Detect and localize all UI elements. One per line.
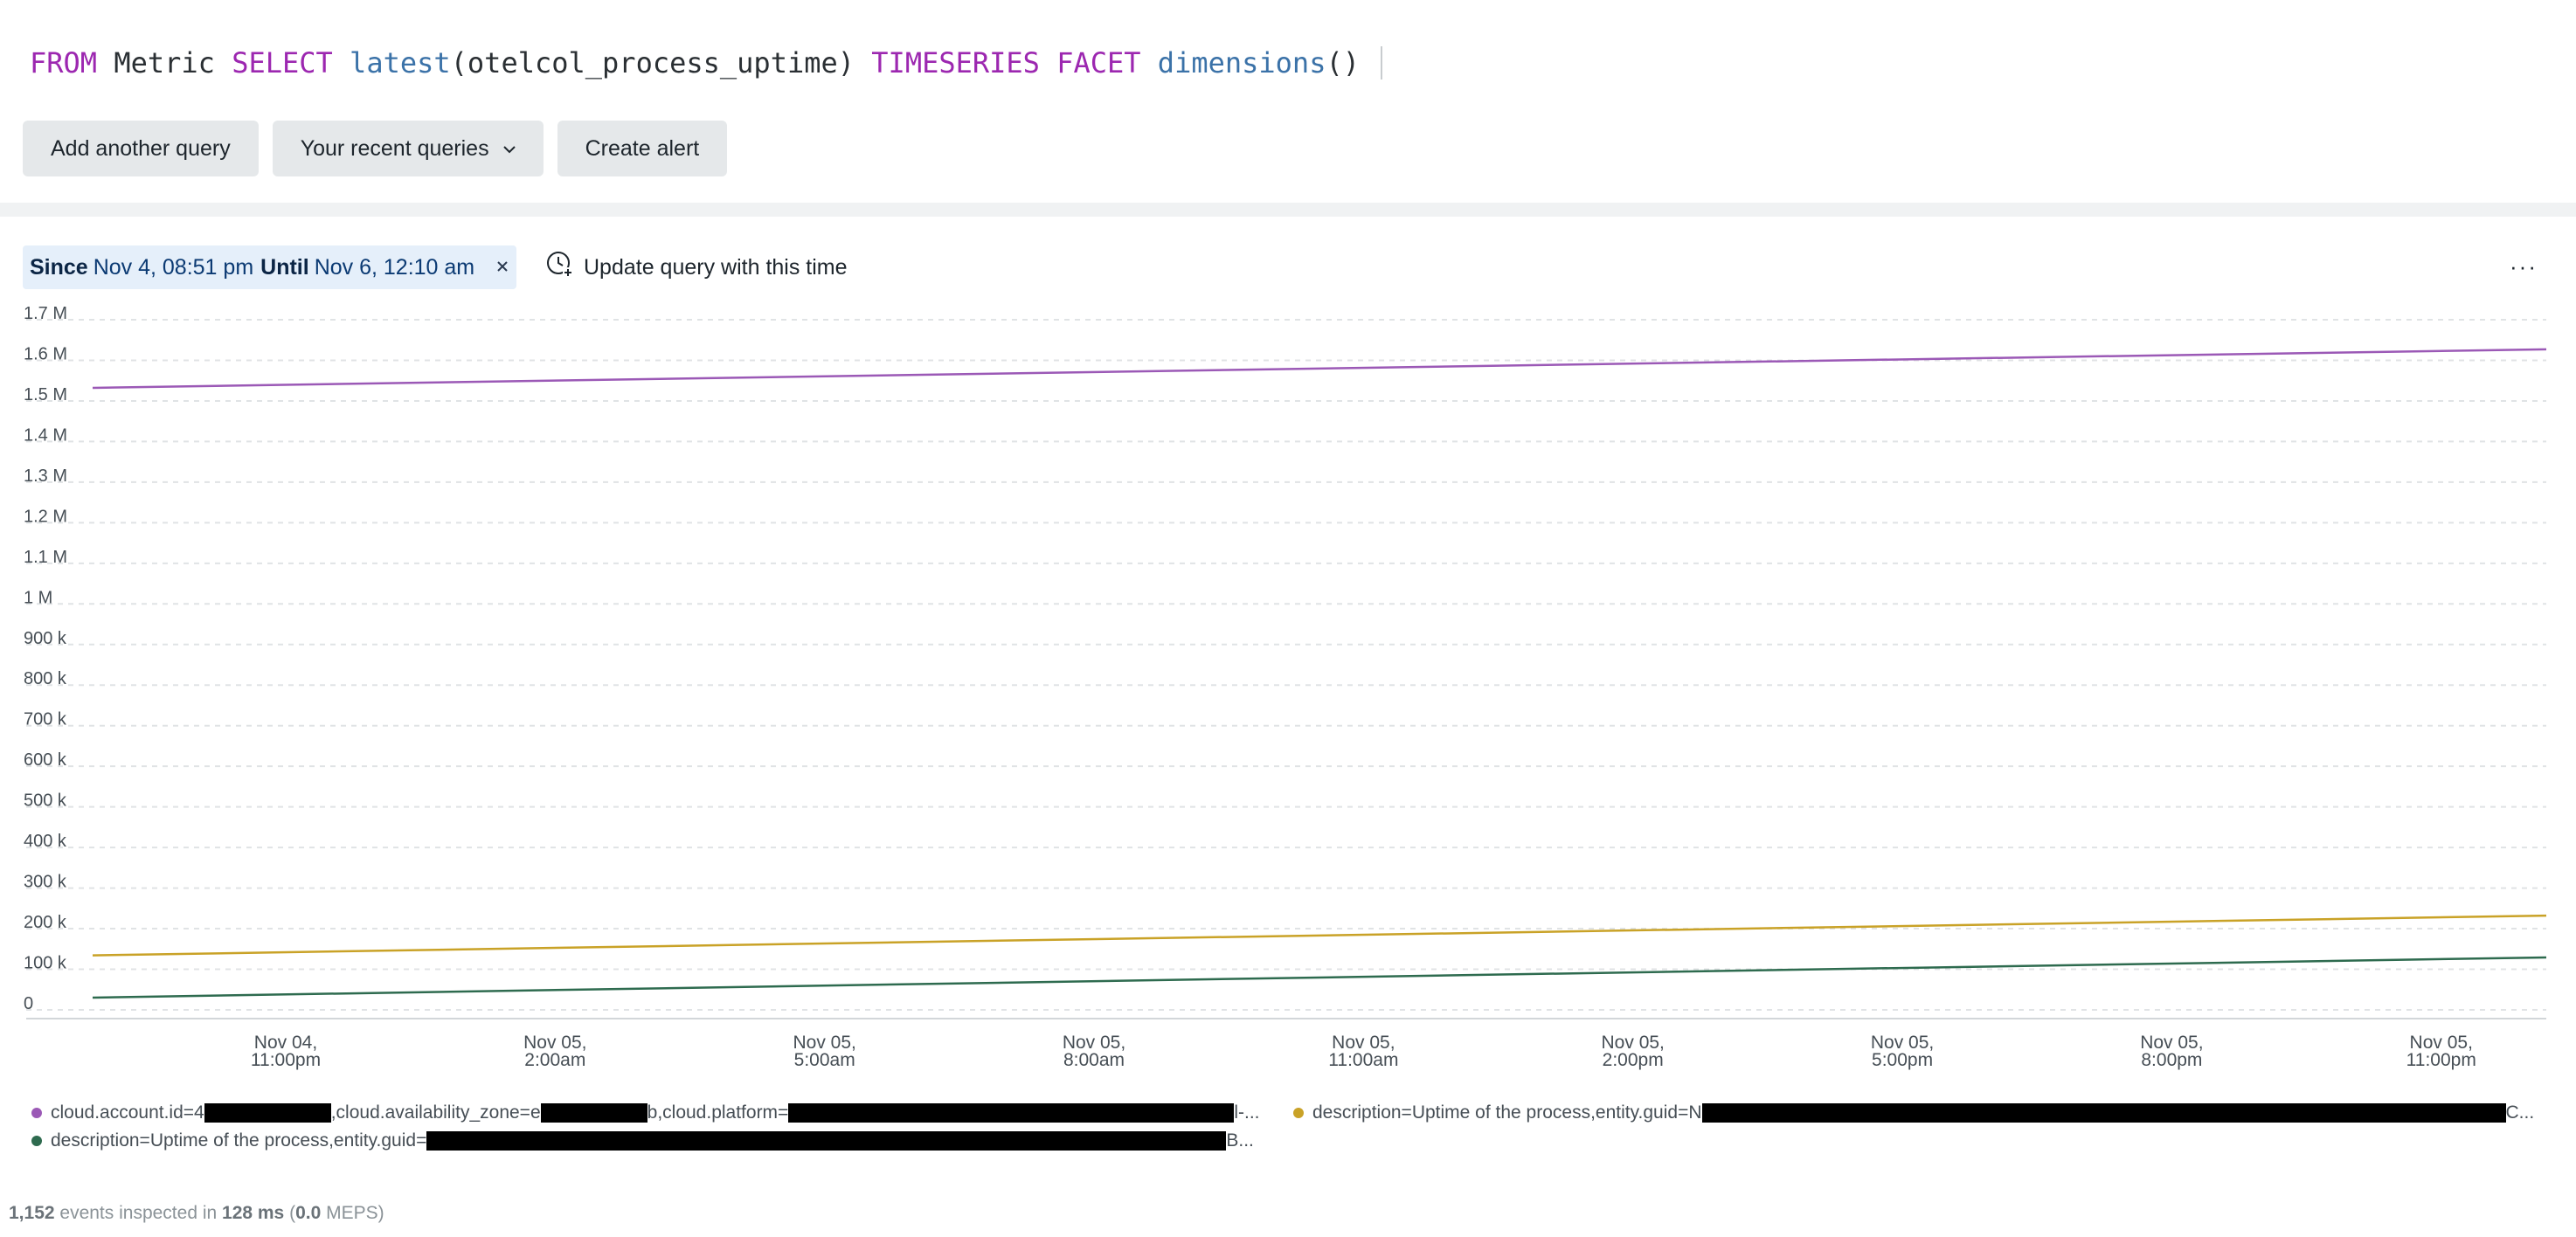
query-token-plain bbox=[1141, 46, 1158, 79]
x-tick-label: 11:00pm bbox=[251, 1050, 321, 1070]
x-tick-label: Nov 05, bbox=[1332, 1033, 1395, 1053]
y-tick-label: 400 k bbox=[24, 832, 67, 851]
legend-swatch bbox=[31, 1108, 42, 1118]
y-tick-label: 1.1 M bbox=[24, 548, 67, 567]
y-tick-label: 100 k bbox=[24, 954, 67, 973]
query-token-plain: () bbox=[1326, 46, 1360, 79]
query-token-fn: dimensions bbox=[1157, 46, 1326, 79]
time-range-pill[interactable]: Since Nov 4, 08:51 pm Until Nov 6, 12:10… bbox=[23, 245, 517, 289]
x-tick-label: 8:00am bbox=[1063, 1050, 1125, 1070]
y-tick-label: 1.2 M bbox=[24, 507, 67, 526]
uptime-line-chart: 0 100 k 200 k 300 k 400 k 500 k 600 k 700 k 800 … bbox=[24, 304, 2547, 1070]
close-icon[interactable] bbox=[495, 255, 509, 280]
x-tick-label: Nov 05, bbox=[1871, 1033, 1934, 1053]
x-tick-label: Nov 05, bbox=[523, 1033, 586, 1053]
events-count: 1,152 bbox=[9, 1203, 55, 1223]
recent-queries-label: Your recent queries bbox=[300, 135, 489, 161]
redaction-bar bbox=[540, 1103, 647, 1123]
y-tick-label: 500 k bbox=[24, 791, 67, 811]
legend-item[interactable]: description=Uptime of the process,entity… bbox=[1293, 1102, 2534, 1123]
meps-value: 0.0 bbox=[295, 1203, 322, 1223]
y-tick-label: 900 k bbox=[24, 629, 67, 648]
legend-text: description=Uptime of the process,entity… bbox=[51, 1130, 427, 1151]
x-tick-label: 2:00pm bbox=[1603, 1050, 1664, 1070]
add-another-query-label: Add another query bbox=[51, 135, 231, 161]
legend-swatch bbox=[31, 1136, 42, 1146]
legend-text: description=Uptime of the process,entity… bbox=[1312, 1102, 1702, 1123]
meps-open: ( bbox=[284, 1203, 296, 1223]
update-query-time-button[interactable]: Update query with this time bbox=[545, 250, 848, 285]
x-tick-label: Nov 04, bbox=[254, 1033, 317, 1053]
update-query-time-label: Update query with this time bbox=[584, 254, 848, 280]
y-tick-label: 1.3 M bbox=[24, 466, 67, 486]
create-alert-label: Create alert bbox=[585, 135, 700, 161]
query-toolbar: Add another query Your recent queries Cr… bbox=[23, 121, 728, 176]
y-tick-label: 1 M bbox=[24, 588, 52, 607]
y-tick-label: 200 k bbox=[24, 913, 67, 932]
y-tick-label: 700 k bbox=[24, 710, 67, 729]
text-caret bbox=[1380, 46, 1382, 79]
x-tick-label: 11:00am bbox=[1328, 1050, 1398, 1070]
legend-text: C... bbox=[2505, 1102, 2535, 1123]
meps-label: MEPS) bbox=[321, 1203, 384, 1223]
query-token-plain: (otelcol_process_uptime) bbox=[450, 46, 872, 79]
more-options-icon[interactable]: ··· bbox=[2510, 253, 2538, 280]
series-line bbox=[92, 348, 2547, 390]
series-line bbox=[92, 956, 2547, 999]
create-alert-button[interactable]: Create alert bbox=[557, 121, 728, 176]
x-tick-label: 11:00pm bbox=[2406, 1050, 2476, 1070]
since-value: Nov 4, 08:51 pm bbox=[93, 254, 254, 280]
series-line bbox=[92, 914, 2547, 957]
clock-plus-icon bbox=[545, 250, 584, 286]
add-another-query-button[interactable]: Add another query bbox=[23, 121, 259, 176]
x-tick-label: 2:00am bbox=[524, 1050, 585, 1070]
x-tick-label: Nov 05, bbox=[2410, 1033, 2473, 1053]
y-tick-label: 300 k bbox=[24, 873, 67, 892]
until-label: Until bbox=[260, 254, 309, 280]
x-tick-label: 5:00pm bbox=[1872, 1050, 1933, 1070]
y-tick-label: 600 k bbox=[24, 750, 67, 770]
query-duration: 128 ms bbox=[222, 1203, 285, 1223]
chevron-down-icon bbox=[502, 140, 516, 158]
section-divider bbox=[0, 203, 2576, 217]
y-tick-label: 1.5 M bbox=[24, 385, 67, 404]
redaction-bar bbox=[788, 1103, 1235, 1123]
query-token-kw: SELECT bbox=[232, 46, 333, 79]
until-value: Nov 6, 12:10 am bbox=[314, 254, 475, 280]
y-tick-label: 0 bbox=[24, 994, 33, 1013]
redaction-bar bbox=[426, 1131, 1227, 1151]
query-stats-footer: 1,152 events inspected in 128 ms (0.0 ME… bbox=[9, 1203, 384, 1224]
legend-text: ,cloud.availability_zone=e bbox=[330, 1102, 541, 1123]
y-tick-label: 1.7 M bbox=[24, 304, 67, 323]
query-token-kw: FROM bbox=[30, 46, 98, 79]
legend-text: cloud.account.id=4 bbox=[51, 1102, 204, 1123]
x-tick-label: 8:00pm bbox=[2141, 1050, 2202, 1070]
y-tick-label: 800 k bbox=[24, 669, 67, 688]
query-token-plain bbox=[333, 46, 350, 79]
redaction-bar bbox=[204, 1103, 331, 1123]
x-tick-label: Nov 05, bbox=[793, 1033, 855, 1053]
x-tick-label: Nov 05, bbox=[2140, 1033, 2203, 1053]
x-tick-label: Nov 05, bbox=[1063, 1033, 1125, 1053]
query-token-fn: latest bbox=[350, 46, 451, 79]
legend-swatch bbox=[1293, 1108, 1304, 1118]
y-tick-label: 1.6 M bbox=[24, 344, 67, 363]
redaction-bar bbox=[1701, 1103, 2506, 1123]
x-tick-label: 5:00am bbox=[794, 1050, 855, 1070]
since-label: Since bbox=[30, 254, 88, 280]
legend-item[interactable]: description=Uptime of the process,entity… bbox=[31, 1130, 1254, 1151]
legend-text: B... bbox=[1226, 1130, 1254, 1151]
recent-queries-dropdown[interactable]: Your recent queries bbox=[272, 121, 544, 176]
query-token-kw: TIMESERIES FACET bbox=[871, 46, 1141, 79]
y-tick-label: 1.4 M bbox=[24, 425, 67, 445]
legend-text: l-... bbox=[1234, 1102, 1260, 1123]
events-label: events inspected in bbox=[54, 1203, 223, 1223]
legend-item[interactable]: cloud.account.id=4 ,cloud.availability_zo… bbox=[31, 1102, 1260, 1123]
x-tick-label: Nov 05, bbox=[1602, 1033, 1665, 1053]
legend-text: b,cloud.platform= bbox=[647, 1102, 789, 1123]
query-editor[interactable]: FROM Metric SELECT latest (otelcol_proces… bbox=[30, 38, 1382, 87]
query-token-plain: Metric bbox=[97, 46, 232, 79]
